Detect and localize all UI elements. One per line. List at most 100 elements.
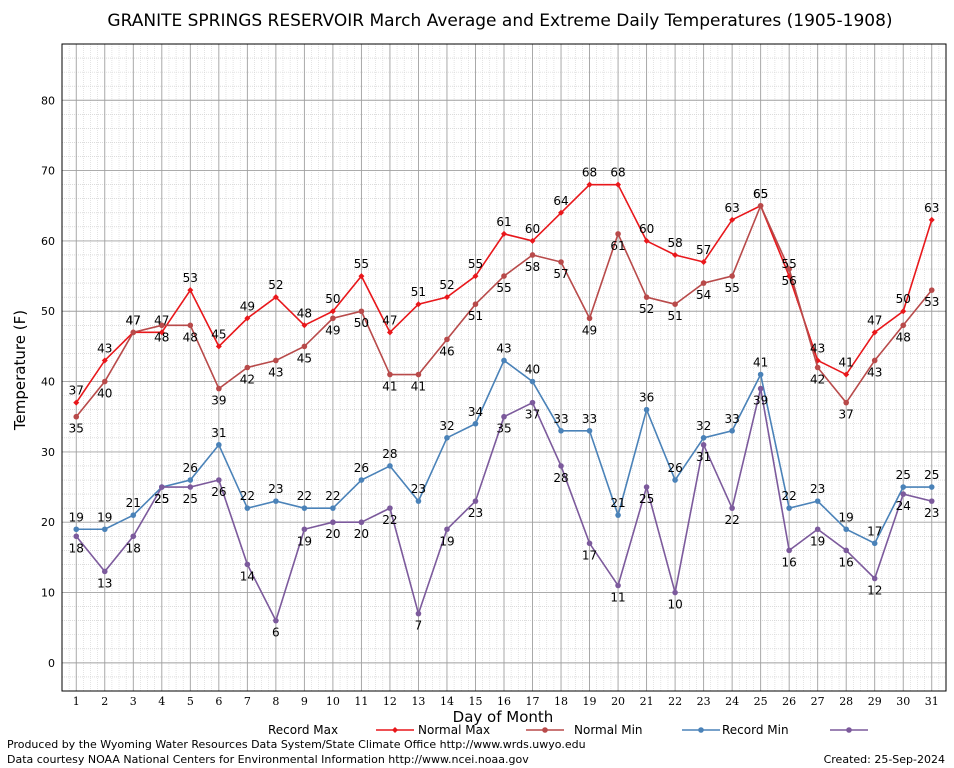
data-point [615, 181, 622, 188]
data-label: 13 [97, 576, 112, 590]
data-label: 52 [439, 278, 454, 292]
x-tick-label: 8 [272, 695, 279, 708]
data-point [586, 181, 593, 188]
data-label: 45 [297, 351, 312, 365]
data-point [358, 519, 365, 526]
data-label: 19 [69, 510, 84, 524]
data-point [871, 575, 878, 582]
data-point [472, 301, 479, 308]
data-point [529, 252, 536, 258]
data-label: 55 [496, 281, 511, 295]
data-point [216, 477, 222, 483]
legend-label: Record Max [268, 723, 338, 737]
data-label: 18 [69, 541, 84, 555]
data-point [729, 273, 735, 279]
data-point [529, 378, 536, 385]
data-label: 41 [382, 380, 397, 394]
data-label: 32 [439, 419, 454, 433]
data-label: 52 [268, 278, 283, 292]
data-point [843, 547, 849, 554]
data-label: 36 [639, 391, 654, 405]
data-label: 47 [154, 313, 169, 327]
legend-swatch-marker [846, 727, 852, 733]
x-tick-label: 11 [354, 695, 368, 708]
data-point [900, 308, 907, 315]
data-label: 17 [867, 524, 882, 538]
plot-frame [61, 43, 947, 692]
data-point [786, 547, 792, 554]
data-label: 50 [325, 292, 340, 306]
data-point [273, 498, 279, 504]
data-point [501, 273, 507, 279]
data-label: 49 [240, 299, 255, 313]
x-tick-label: 14 [440, 695, 454, 708]
data-label: 19 [297, 534, 312, 548]
data-label: 31 [211, 426, 226, 440]
data-point [786, 266, 792, 272]
footer-created: Created: 25-Sep-2024 [823, 753, 945, 766]
x-tick-label: 1 [73, 695, 80, 708]
data-label: 55 [468, 257, 483, 271]
data-label: 48 [297, 306, 312, 320]
data-label: 23 [411, 482, 426, 496]
data-point [187, 322, 194, 329]
data-point [244, 315, 251, 322]
x-tick-label: 2 [101, 695, 108, 708]
data-label: 55 [782, 257, 797, 271]
data-label: 53 [183, 271, 198, 285]
data-label: 19 [810, 534, 825, 548]
data-label: 54 [696, 288, 711, 302]
data-label: 45 [211, 327, 226, 341]
data-label: 37 [839, 408, 854, 422]
data-point [529, 399, 536, 406]
data-point [187, 477, 194, 483]
data-label: 22 [325, 489, 340, 503]
y-tick-label: 20 [41, 516, 55, 529]
data-point [101, 568, 108, 575]
x-tick-label: 27 [811, 695, 825, 708]
data-point [843, 371, 850, 378]
data-point [501, 230, 507, 237]
x-tick-label: 10 [326, 695, 340, 708]
data-point [216, 385, 222, 392]
data-label: 22 [782, 489, 797, 503]
data-label: 43 [97, 341, 112, 355]
x-tick-label: 19 [583, 695, 597, 708]
data-label: 23 [268, 482, 283, 496]
data-label: 42 [240, 373, 255, 387]
x-tick-label: 29 [868, 695, 882, 708]
data-point [729, 216, 736, 223]
data-label: 55 [354, 257, 369, 271]
x-tick-label: 31 [925, 695, 939, 708]
data-point [415, 371, 422, 378]
data-point [330, 519, 336, 526]
data-label: 58 [667, 236, 682, 250]
data-label: 63 [724, 201, 739, 215]
data-label: 19 [97, 510, 112, 524]
data-label: 16 [839, 555, 854, 569]
data-point [700, 435, 707, 441]
data-label: 20 [354, 527, 369, 541]
x-axis-label: Day of Month [453, 708, 554, 726]
y-tick-label: 0 [48, 657, 55, 670]
data-point [757, 202, 764, 209]
data-point [472, 420, 479, 427]
y-tick-label: 60 [41, 235, 55, 248]
y-tick-label: 30 [41, 446, 55, 459]
data-label: 52 [639, 302, 654, 316]
data-label: 53 [924, 295, 939, 309]
data-label: 33 [553, 412, 568, 426]
data-label: 68 [610, 166, 625, 180]
data-point [700, 280, 707, 286]
data-label: 32 [696, 419, 711, 433]
data-label: 26 [211, 485, 226, 499]
data-point [501, 413, 507, 420]
data-point [757, 385, 764, 392]
data-label: 49 [582, 323, 597, 337]
x-tick-label: 24 [725, 695, 739, 708]
data-label: 34 [468, 405, 483, 419]
data-label: 42 [810, 373, 825, 387]
y-tick-label: 70 [41, 165, 55, 178]
legend-label: Record Min [722, 723, 789, 737]
